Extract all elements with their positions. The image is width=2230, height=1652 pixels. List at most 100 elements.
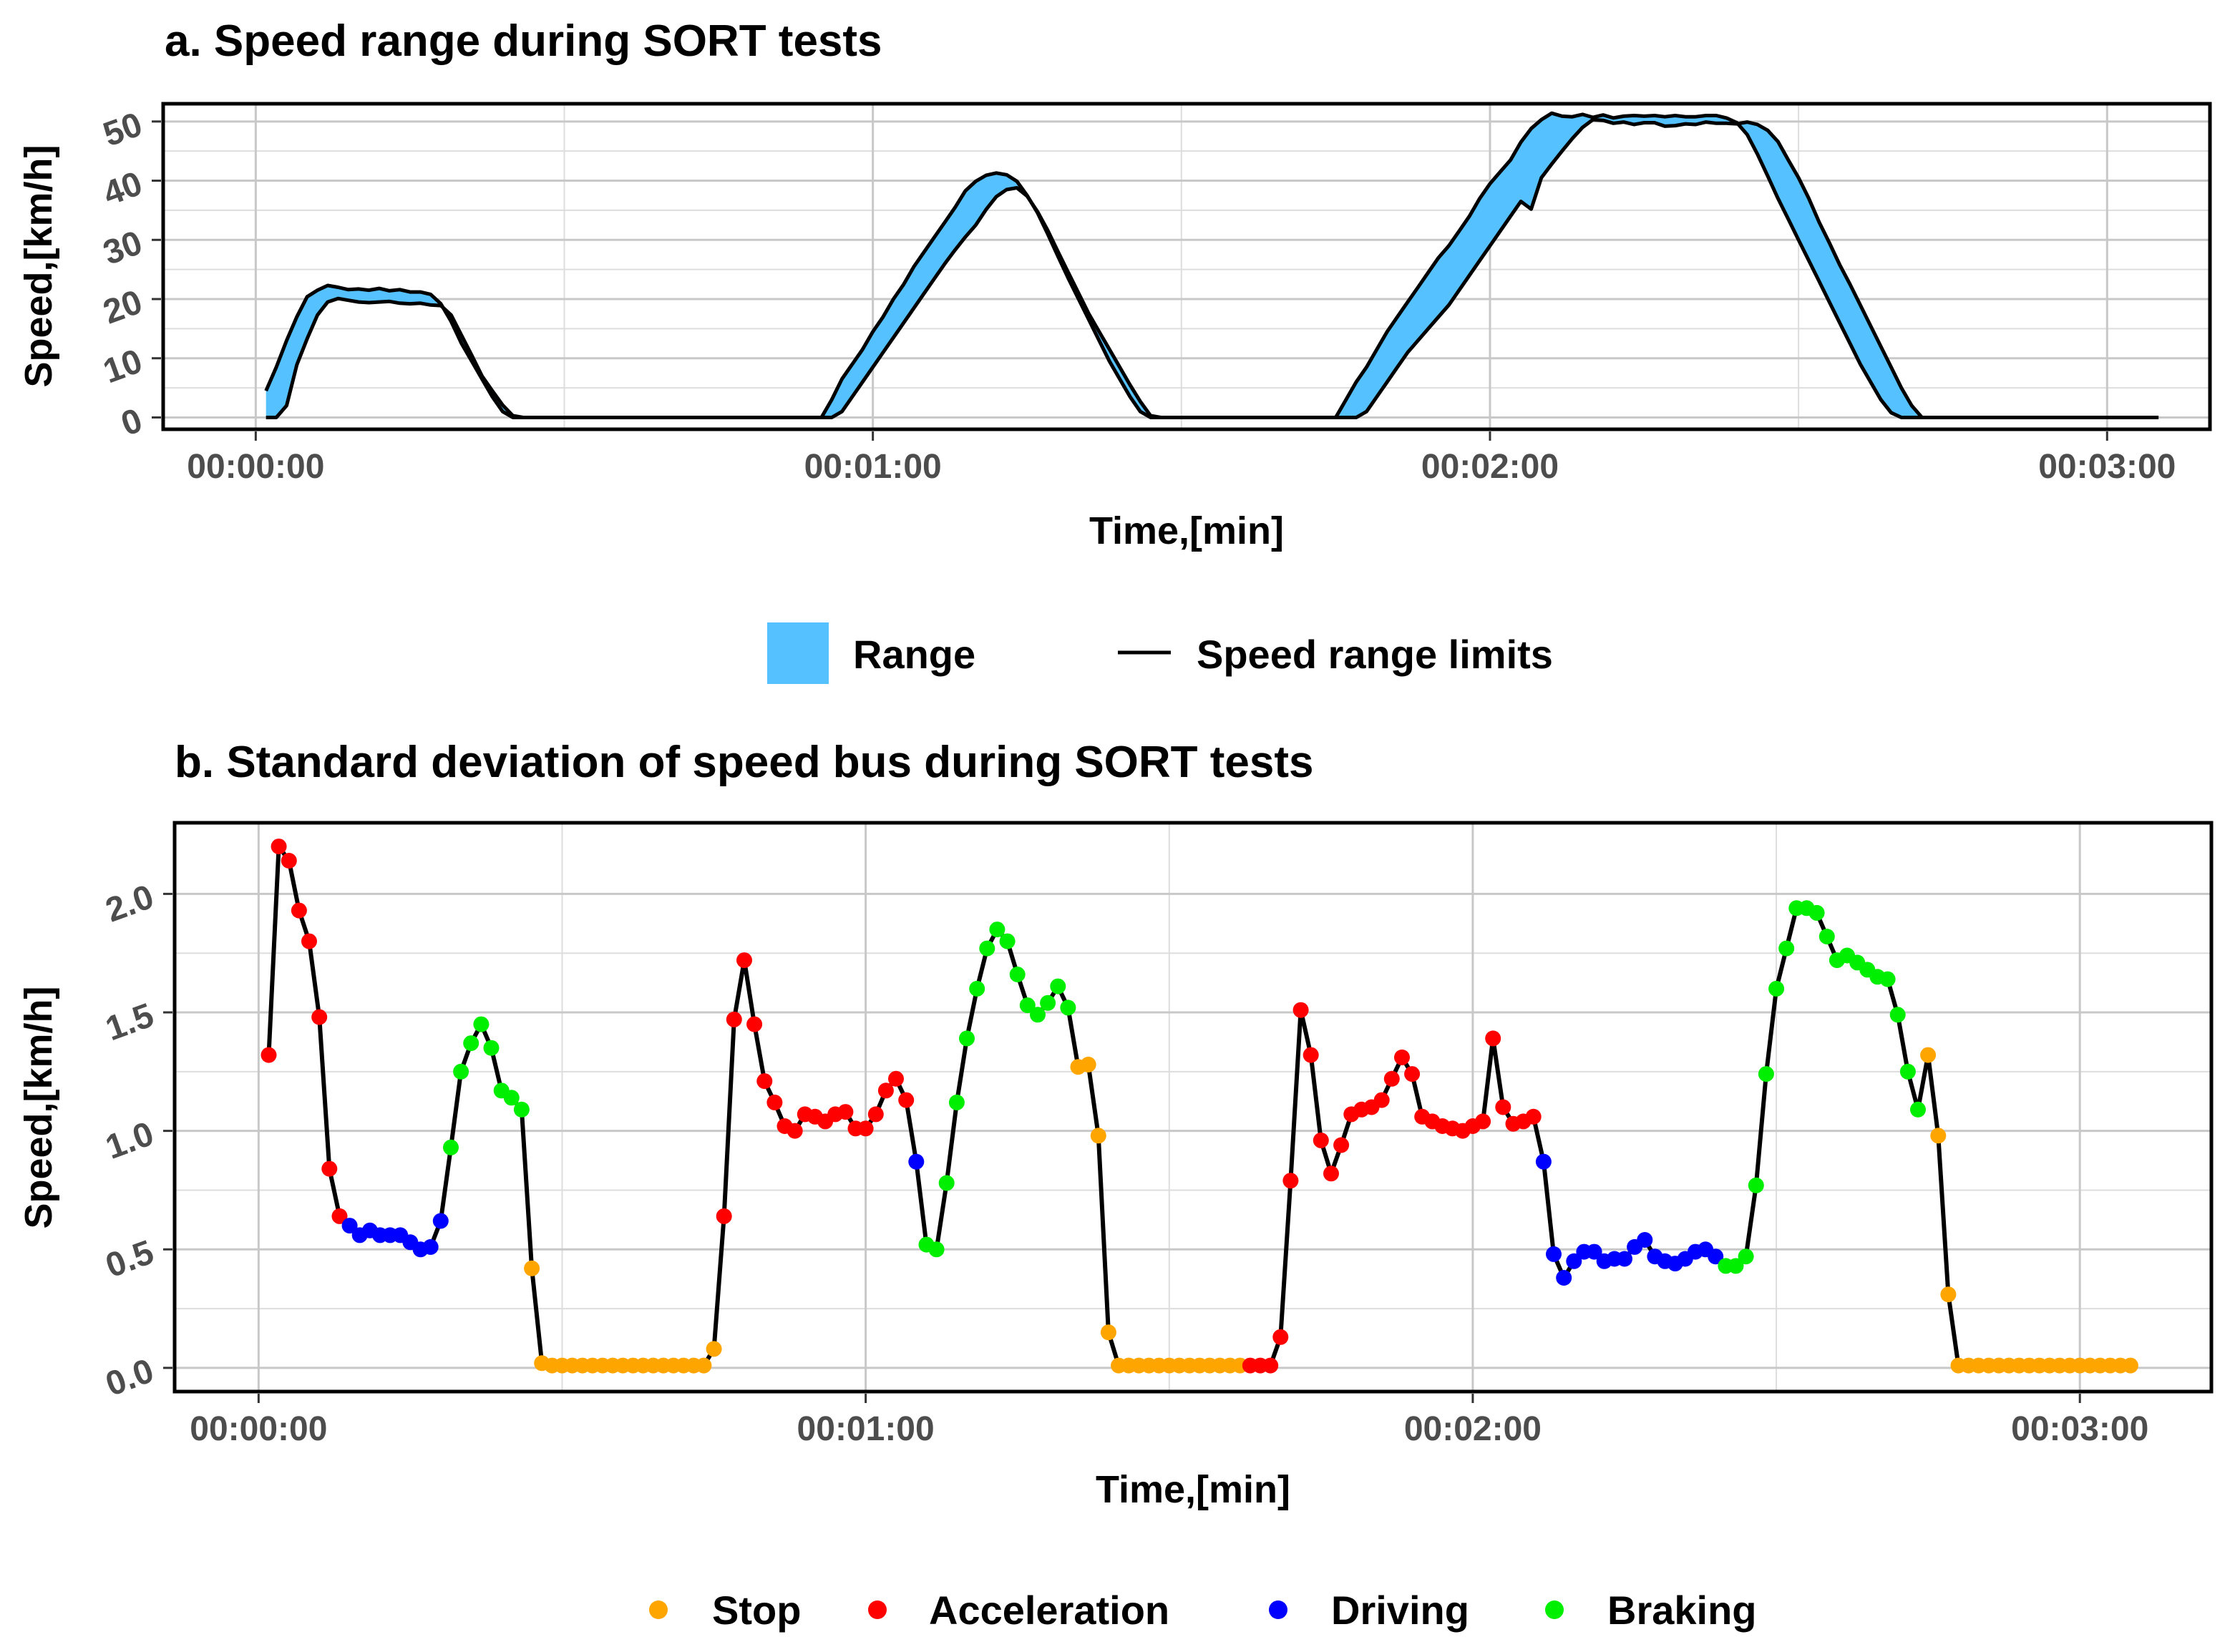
point-acceleration [261,1047,277,1063]
point-acceleration [857,1120,874,1137]
point-acceleration [1333,1137,1350,1153]
panel-a-x-tick-label: 00:03:00 [2038,448,2176,486]
legend-braking-label: Braking [1607,1588,1757,1633]
panel-b-x-axis-title: Time,[min] [1096,1468,1290,1511]
point-driving [422,1238,439,1255]
point-acceleration [1282,1173,1299,1189]
point-acceleration [281,853,297,869]
point-acceleration [746,1016,763,1032]
point-acceleration [726,1011,742,1027]
point-driving [1708,1248,1724,1265]
point-braking [463,1035,479,1052]
panel-b-speed-std-dev: b. Standard deviation of speed bus durin… [17,738,2214,1633]
point-acceleration [1262,1357,1279,1374]
panel-a-y-tick-label: 20 [98,283,147,332]
point-braking [513,1101,530,1118]
legend-acceleration-dot [868,1600,887,1619]
point-acceleration [311,1009,328,1025]
point-stop [1940,1286,1957,1303]
point-acceleration [1373,1092,1390,1108]
point-stop [1090,1128,1106,1144]
panel-a-y-axis-title: Speed,[km/h] [17,145,60,387]
point-acceleration [331,1208,348,1224]
point-stop [706,1341,722,1357]
point-driving [432,1213,449,1229]
legend-range-swatch [767,622,829,684]
point-acceleration [867,1106,884,1123]
point-braking [1768,980,1785,997]
point-acceleration [837,1104,854,1120]
panel-b-x-tick-label: 00:00:00 [190,1410,327,1448]
point-braking [1019,997,1036,1014]
point-acceleration [756,1073,773,1090]
point-acceleration [1323,1165,1339,1182]
panel-a-y-tick-label: 30 [98,224,147,273]
point-acceleration [291,902,307,919]
point-braking [1030,1007,1046,1023]
point-stop [1100,1324,1116,1341]
panel-b-y-tick-label: 0.5 [101,1233,159,1286]
panel-a-x-axis-title: Time,[min] [1089,509,1284,552]
panel-a-y-tick-label: 40 [98,165,147,213]
panel-b-y-tick-label: 1.5 [101,997,159,1049]
panel-b-legend: Stop Acceleration Driving Braking [649,1588,1757,1633]
panel-b-std-dev-line [266,844,2131,1368]
point-braking [473,1016,490,1032]
point-driving [1637,1232,1653,1248]
point-stop [1080,1056,1096,1072]
point-braking [948,1094,965,1110]
point-braking [959,1030,975,1047]
point-driving [1556,1270,1572,1286]
point-braking [453,1063,469,1080]
panel-b-y-tick-label: 0.0 [101,1352,159,1404]
legend-stop-dot [649,1600,668,1619]
legend-braking-dot [1545,1600,1564,1619]
point-braking [1889,1007,1906,1023]
point-acceleration [1303,1047,1319,1063]
point-acceleration [301,933,317,949]
point-acceleration [877,1082,894,1099]
point-braking [1778,940,1795,957]
point-braking [483,1040,500,1056]
point-braking [1808,904,1825,921]
point-acceleration [1383,1070,1400,1087]
point-braking [1910,1101,1926,1118]
point-acceleration [321,1160,338,1177]
legend-range-label: Range [853,632,975,677]
point-driving [1566,1253,1582,1269]
point-acceleration [1475,1113,1491,1130]
point-braking [1748,1177,1764,1193]
panel-b-x-tick-label: 00:03:00 [2011,1410,2148,1448]
point-braking [1050,978,1066,994]
panel-b-grid [175,823,2211,1392]
panel-b-frame [172,821,2214,1394]
panel-a-y-tick-label: 0 [117,401,147,444]
point-stop [1920,1047,1937,1063]
point-stop [696,1357,712,1374]
panel-a-lower-limit-line [266,117,2159,419]
point-braking [1040,994,1056,1011]
panel-b-title: b. Standard deviation of speed bus durin… [175,738,1314,787]
panel-a-speed-range: a. Speed range during SORT tests 00:00:0… [17,16,2212,684]
point-acceleration [898,1092,915,1108]
panel-a-legend: Range Speed range limits [767,622,1553,684]
point-acceleration [1272,1329,1289,1345]
panel-b-x-tick-label: 00:01:00 [797,1410,935,1448]
panel-a-x-tick-label: 00:02:00 [1421,448,1559,486]
point-stop [2122,1357,2138,1374]
point-braking [1818,929,1835,944]
panel-b-x-tick-label: 00:02:00 [1404,1410,1542,1448]
point-acceleration [787,1123,803,1139]
point-braking [443,1139,459,1155]
point-acceleration [1525,1108,1542,1125]
panel-a-y-tick-label: 10 [98,342,147,391]
point-acceleration [716,1208,732,1224]
point-braking [938,1175,955,1191]
point-driving [1586,1243,1602,1260]
point-acceleration [766,1094,783,1110]
panel-b-y-tick-label: 1.0 [101,1115,159,1167]
panel-a-range-area [266,113,2159,418]
panel-a-grid [163,104,2210,429]
point-braking [928,1241,945,1258]
